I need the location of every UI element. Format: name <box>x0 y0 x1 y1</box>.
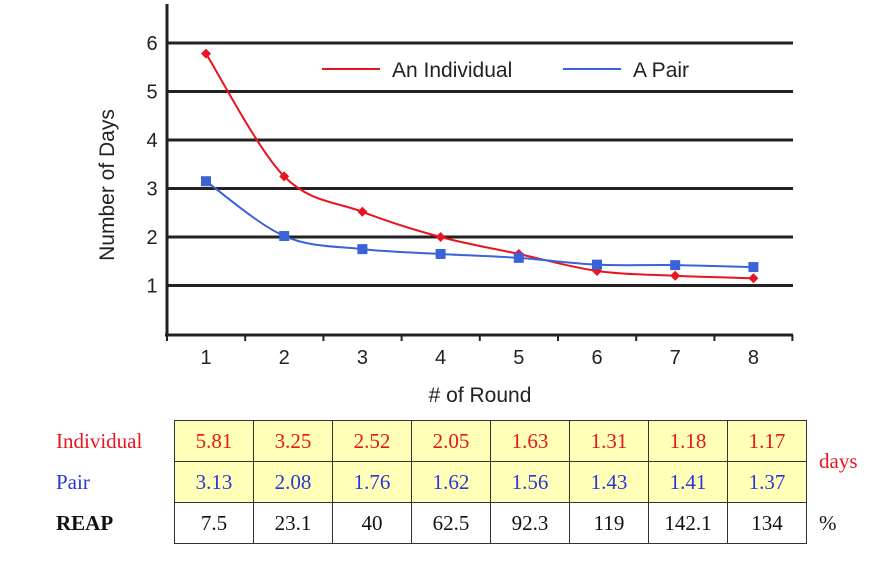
data-point-individual <box>435 232 446 242</box>
data-point-individual <box>357 206 368 217</box>
table-cell: 40 <box>332 502 412 544</box>
data-point-pair <box>748 262 759 273</box>
y-tick-label: 1 <box>146 276 157 298</box>
x-tick-label: 1 <box>200 347 211 369</box>
x-tick-label: 4 <box>435 347 446 369</box>
gridlines <box>167 41 793 287</box>
table-cell: 62.5 <box>411 502 491 544</box>
data-point-individual <box>748 273 759 284</box>
x-tick-label: 2 <box>279 347 290 369</box>
table-cell: 1.17 <box>727 420 807 462</box>
table-row: Individual 5.81 3.25 2.52 2.05 1.63 1.31 1.18 1.… <box>52 420 879 473</box>
x-axis-label: # of Round <box>429 384 532 407</box>
x-tick-label: 8 <box>748 347 759 369</box>
table-row: Pair 3.13 2.08 1.76 1.62 1.56 1.43 1.41 1.37 <box>52 461 879 503</box>
table-cell: 1.37 <box>727 461 807 503</box>
y-tick-label: 6 <box>146 33 157 55</box>
table-cell: 2.08 <box>253 461 333 503</box>
legend-label-individual: An Individual <box>392 59 512 82</box>
table-cell: 1.56 <box>490 461 570 503</box>
table-cell: 1.63 <box>490 420 570 462</box>
table-cell: 119 <box>569 502 649 544</box>
table-cell: 5.81 <box>174 420 254 462</box>
table-cell: 3.25 <box>253 420 333 462</box>
data-point-pair <box>513 252 524 263</box>
table-cell: 1.76 <box>332 461 412 503</box>
unit-days: days <box>819 449 858 473</box>
table-cell: 1.43 <box>569 461 649 503</box>
y-tick-label: 5 <box>146 82 157 104</box>
legend: An Individual A Pair <box>322 59 689 82</box>
table-cell: 1.18 <box>648 420 728 462</box>
table-cell: 134 <box>727 502 807 544</box>
series-line-0 <box>205 53 754 280</box>
data-point-individual <box>279 171 290 182</box>
x-tick-label: 5 <box>513 347 524 369</box>
data-point-pair <box>435 248 446 259</box>
data-point-pair <box>279 231 290 242</box>
line-chart: 1 2 3 4 5 6 1 2 3 4 5 6 7 8 Number of Days # of Roun… <box>96 4 794 407</box>
row-label: Individual <box>56 428 143 453</box>
x-tick-label: 7 <box>670 347 681 369</box>
x-tick-label: 3 <box>357 347 368 369</box>
x-tick-labels: 1 2 3 4 5 6 7 8 <box>166 335 794 369</box>
y-tick-label: 3 <box>146 179 157 201</box>
legend-label-pair: A Pair <box>633 59 689 82</box>
table-cell: 7.5 <box>174 502 254 544</box>
x-tick-label: 6 <box>591 347 602 369</box>
table-cell: 1.31 <box>569 420 649 462</box>
data-point-pair <box>201 176 211 187</box>
y-tick-labels: 1 2 3 4 5 6 <box>146 33 157 298</box>
data-point-individual <box>201 48 211 59</box>
series-lines <box>201 48 759 284</box>
data-table: Individual 5.81 3.25 2.52 2.05 1.63 1.31 1.18 1.… <box>52 420 879 544</box>
y-tick-label: 2 <box>146 227 157 249</box>
y-axis-label: Number of Days <box>96 109 119 261</box>
table-cell: 2.05 <box>411 420 491 462</box>
table-cell: 142.1 <box>648 502 728 544</box>
table-cell: 23.1 <box>253 502 333 544</box>
data-point-pair <box>670 260 681 271</box>
table-cell: 92.3 <box>490 502 570 544</box>
row-label: Pair <box>56 469 90 494</box>
data-point-individual <box>670 270 681 281</box>
data-point-pair <box>357 244 368 255</box>
row-label: REAP <box>56 510 114 535</box>
data-point-pair <box>592 259 602 270</box>
unit-percent: % <box>819 510 837 535</box>
table-cell: 3.13 <box>174 461 254 503</box>
table-cell: 1.62 <box>411 461 491 503</box>
series-line-1 <box>205 180 754 269</box>
table-cell: 2.52 <box>332 420 412 462</box>
y-tick-label: 4 <box>146 130 157 152</box>
table-cell: 1.41 <box>648 461 728 503</box>
table-row: REAP 7.5 23.1 40 62.5 92.3 119 142.1 134% <box>52 502 879 544</box>
